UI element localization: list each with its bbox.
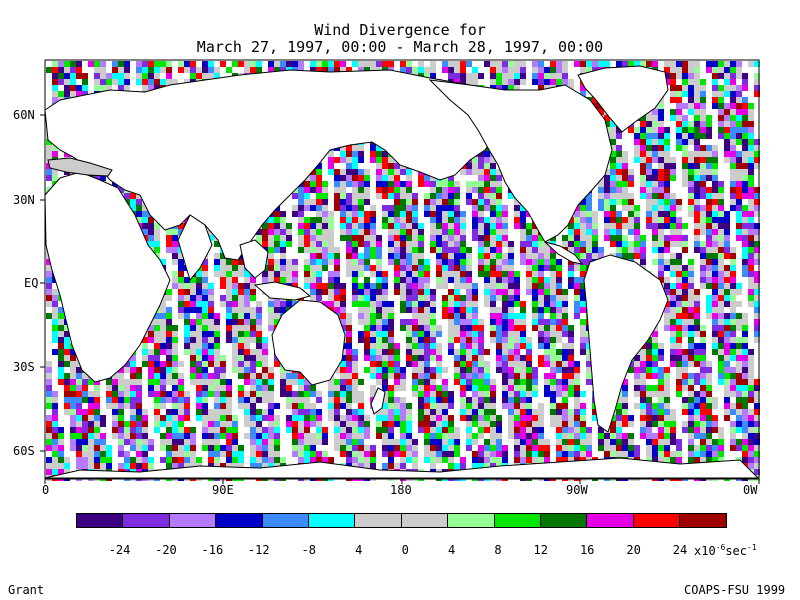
se-asia	[239, 239, 269, 279]
lon-label-180: 180	[390, 483, 412, 497]
indonesia	[253, 281, 312, 301]
footer-author: Grant	[8, 583, 45, 597]
lat-label-eq: EQ	[24, 276, 39, 290]
mediterranean	[47, 157, 113, 177]
legend-swatch	[308, 513, 356, 528]
africa	[44, 171, 171, 383]
australia	[271, 299, 346, 386]
legend-tick-label: 16	[579, 543, 595, 557]
lon-label-0: 0	[42, 483, 50, 497]
legend-tick-label: 12	[533, 543, 548, 557]
legend-swatch	[679, 513, 727, 528]
footer-credit: COAPS-FSU 1999	[684, 583, 786, 597]
legend-swatch	[354, 513, 402, 528]
legend-swatch	[540, 513, 588, 528]
india	[177, 214, 213, 282]
central-america	[544, 241, 584, 265]
legend-swatch	[168, 513, 217, 528]
lat-label-30s: 30S	[13, 360, 35, 374]
legend-swatch	[122, 513, 170, 528]
legend-swatch	[586, 513, 634, 528]
legend-swatch	[76, 513, 124, 528]
legend-swatch	[493, 513, 541, 528]
new-zealand	[370, 387, 386, 415]
legend-swatch	[400, 513, 449, 528]
lon-label-90e: 90E	[212, 483, 234, 497]
greenland	[577, 65, 669, 133]
map-title-line2: March 27, 1997, 00:00 - March 28, 1997, …	[196, 38, 604, 56]
legend-tick-label: 4	[447, 543, 456, 557]
africa-europe	[44, 69, 521, 261]
map-title-line1: Wind Divergence for	[314, 21, 486, 39]
legend-tick-label: 24	[672, 543, 688, 557]
legend-tick-label: 4	[355, 543, 363, 557]
legend-tick-label: -20	[155, 543, 177, 557]
lon-label-0w: 0W	[743, 483, 758, 497]
legend-swatch	[447, 513, 495, 528]
legend-unit: x10-6sec-1	[694, 543, 757, 558]
legend-swatch	[632, 513, 681, 528]
south-america	[583, 254, 669, 433]
legend-tick-label: -16	[201, 543, 224, 557]
legend-tick-label: 8	[494, 543, 502, 557]
lat-label-30n: 30N	[13, 193, 35, 207]
north-america	[428, 79, 613, 243]
legend-swatch	[215, 513, 263, 528]
lat-label-60s: 60S	[13, 444, 35, 458]
legend-tick-label: 20	[626, 543, 641, 557]
lon-label-90w: 90W	[566, 483, 588, 497]
legend-tick-label: -24	[108, 543, 131, 557]
legend-tick-label: -12	[247, 543, 270, 557]
lat-label-60n: 60N	[13, 108, 35, 122]
legend-tick-label: -8	[301, 543, 316, 557]
antarctica	[44, 457, 760, 479]
legend-tick-label: 0	[401, 543, 409, 557]
legend-swatch	[261, 513, 309, 528]
